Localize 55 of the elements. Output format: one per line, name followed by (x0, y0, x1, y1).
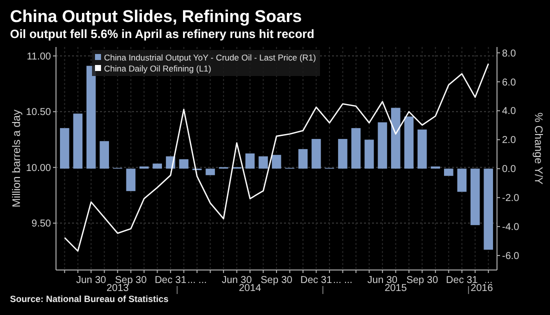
y-tick-label: 10.00 (26, 162, 52, 174)
bar (179, 159, 188, 169)
legend-label: China Industrial Output YoY - Crude Oil - Last Price (R1) (104, 52, 316, 62)
y2-axis-title: % Change Y/Y (532, 112, 544, 186)
y2-tick-label: 6.0 (502, 77, 516, 88)
bar (391, 108, 400, 169)
y2-tick-label: -2.0 (502, 193, 520, 204)
x-tick-label: Jun 30 (76, 275, 107, 286)
bar (152, 164, 162, 169)
y2-tick-label: -4.0 (502, 222, 520, 234)
text: 2013 (106, 283, 130, 294)
bar (312, 138, 321, 169)
bar (126, 168, 136, 192)
legend-label: China Daily Oil Refining (L1) (104, 64, 212, 74)
x-tick-label: ... ... (187, 275, 207, 286)
source-note: Source: National Bureau of Statistics (10, 294, 169, 304)
bar (378, 122, 388, 169)
y-tick-label: 11.00 (26, 51, 52, 62)
bar (272, 154, 282, 169)
x-tick-label: Sep 30 (406, 275, 438, 286)
bar (245, 153, 255, 169)
bar (418, 130, 427, 169)
bar (470, 168, 480, 226)
x-tick-label: Dec 31 (300, 275, 333, 286)
text: 2014 (238, 283, 262, 294)
bar (206, 168, 215, 176)
y-tick-label: 9.50 (32, 218, 52, 230)
bar (86, 66, 96, 169)
bar (457, 168, 467, 192)
bar (351, 128, 361, 169)
bar (258, 156, 268, 169)
chart-subtitle: Oil output fell 5.6% in April as refinery runs hit record (10, 27, 314, 41)
y2-tick-label: 8.0 (502, 48, 516, 60)
bar (338, 138, 348, 169)
bar (298, 149, 308, 169)
y2-tick-label: -6.0 (502, 251, 520, 262)
x-tick-label: ... ... (332, 275, 352, 286)
bar (100, 141, 109, 169)
text: 2015 (384, 283, 408, 294)
x-tick-label: Sep 30 (260, 275, 293, 286)
bar (404, 116, 414, 169)
text: 2016 (470, 283, 494, 294)
y-axis-title: Million barrels a day (11, 109, 23, 208)
chart-title: China Output Slides, Refining Soars (10, 7, 302, 26)
bar (444, 168, 454, 176)
x-tick-label: Dec 31 (154, 275, 187, 286)
bar (364, 140, 374, 169)
bar (60, 128, 70, 169)
y-tick-label: 10.50 (26, 107, 52, 118)
y2-tick-label: 4.0 (502, 106, 516, 118)
bar (73, 114, 82, 169)
line-series (64, 63, 490, 252)
y2-tick-label: 0.0 (502, 164, 516, 176)
y2-tick-label: 2.0 (502, 135, 516, 146)
bar (484, 168, 494, 250)
